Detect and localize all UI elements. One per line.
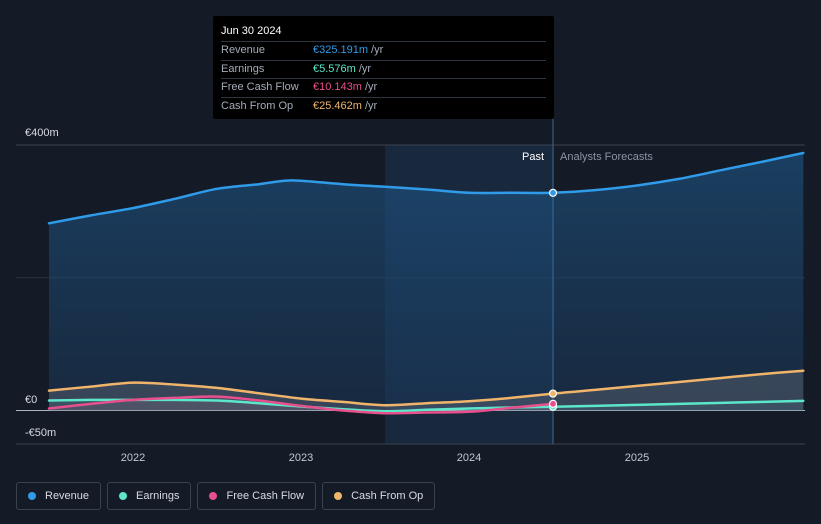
forecast-label: Analysts Forecasts [560,151,653,163]
cash-from-op-point [548,389,558,398]
legend-label: Cash From Op [351,490,424,502]
revenue-area [49,153,804,411]
tooltip-value: €325.191m [313,44,369,56]
tooltip-row-cash-from-op: Cash From Op €25.462m /yr [221,98,546,116]
legend-dot-icon [209,492,218,500]
tooltip-value: €5.576m [313,62,356,75]
tooltip-unit: /yr [364,99,378,112]
tooltip-date: Jun 30 2024 [221,24,546,42]
chart: €400m €0 -€50m 2022 2023 2024 2025 Past … [16,118,805,464]
free-cash-flow-line [47,395,555,415]
y-label-bottom: -€50m [25,427,56,439]
y-label-top: €400m [25,127,59,139]
legend-item-earnings[interactable]: Earnings [107,482,192,510]
tooltip-label: Revenue [221,44,266,56]
legend-label: Revenue [45,490,90,502]
tooltip-label: Earnings [221,62,265,75]
tooltip-row-earnings: Earnings €5.576m /yr [221,61,546,79]
legend-label: Free Cash Flow [226,490,305,502]
revenue-line [47,151,805,225]
legend-dot-icon [119,492,128,500]
cash-from-op-line [47,369,805,407]
free-cash-flow-point [548,399,558,408]
tooltip: Jun 30 2024 Revenue €325.191m /yr Earnin… [213,16,554,119]
tooltip-unit: /yr [358,62,372,75]
tooltip-unit: /yr [364,81,378,93]
tooltip-label: Free Cash Flow [221,81,299,93]
revenue-point [548,188,558,197]
x-label-2022: 2022 [121,452,145,464]
legend-item-free-cash-flow[interactable]: Free Cash Flow [197,482,317,510]
y-label-zero: €0 [25,394,37,406]
tooltip-unit: /yr [371,44,384,56]
x-label-2023: 2023 [289,452,313,464]
legend-item-revenue[interactable]: Revenue [16,482,102,510]
tooltip-label: Cash From Op [221,99,294,112]
legend: Revenue Earnings Free Cash Flow Cash Fro… [16,482,436,510]
x-label-2024: 2024 [457,452,481,464]
legend-dot-icon [334,492,343,500]
tooltip-value: €10.143m [313,81,362,93]
past-label: Past [522,151,544,163]
legend-label: Earnings [136,490,180,502]
tooltip-row-revenue: Revenue €325.191m /yr [221,42,546,61]
legend-dot-icon [28,492,36,500]
tooltip-value: €25.462m [313,99,362,112]
earnings-line [47,398,805,413]
tooltip-row-free-cash-flow: Free Cash Flow €10.143m /yr [221,79,546,98]
legend-item-cash-from-op[interactable]: Cash From Op [322,482,436,510]
x-label-2025: 2025 [625,452,649,464]
